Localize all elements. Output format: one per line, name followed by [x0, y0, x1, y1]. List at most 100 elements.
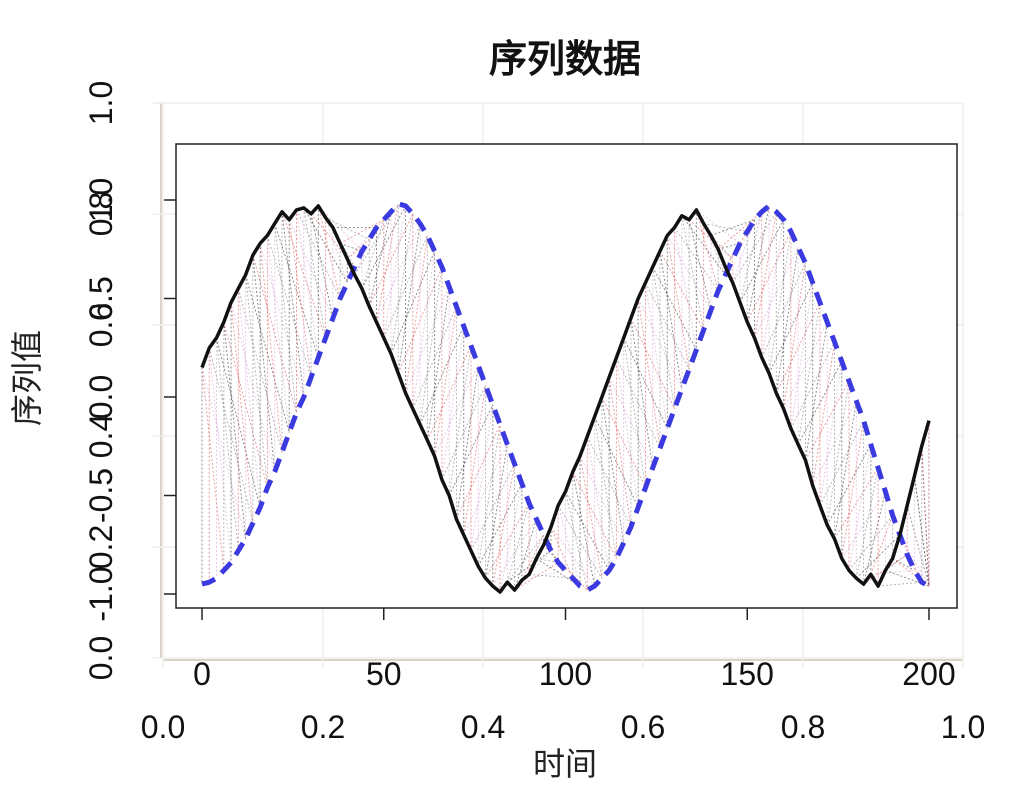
alignment-connector [455, 365, 479, 520]
background-y-tick-label: 0.6 [83, 303, 119, 347]
y-tick-label: 0.5 [83, 276, 119, 320]
x-tick-label: 150 [721, 656, 774, 692]
alignment-connector [921, 446, 930, 587]
alignment-connector [223, 322, 247, 539]
alignment-connector [870, 569, 915, 575]
alignment-connector [739, 211, 763, 303]
alignment-connector [615, 357, 639, 508]
alignment-connector [514, 518, 537, 591]
alignment-connector [848, 444, 872, 571]
alignment-connector [252, 255, 276, 472]
alignment-connector [674, 227, 719, 291]
alignment-connector [812, 341, 835, 486]
alignment-connector [695, 209, 719, 291]
alignment-connector [790, 282, 814, 429]
alignment-connector [783, 262, 806, 409]
alignment-connector [586, 436, 610, 571]
background-y-tick-label: 0.0 [83, 636, 119, 680]
alignment-connector [797, 361, 843, 445]
alignment-connector [623, 337, 646, 488]
alignment-connector [470, 404, 494, 551]
alignment-connector [550, 526, 574, 579]
x-tick-label: 50 [366, 656, 402, 692]
alignment-connector [841, 420, 865, 559]
background-y-tick-label: 0.8 [83, 192, 119, 236]
alignment-connector [514, 562, 559, 591]
alignment-connector [754, 247, 799, 339]
alignment-connector [237, 288, 261, 508]
alignment-connector [579, 456, 603, 579]
alignment-connector [833, 400, 857, 539]
alignment-connector [368, 213, 414, 307]
plot-frame [175, 143, 958, 609]
alignment-connector [572, 471, 596, 587]
alignment-connector [775, 247, 799, 394]
alignment-connector [506, 503, 530, 583]
alignment-connector [325, 217, 370, 240]
alignment-connector [455, 424, 501, 520]
x-tick-label: 100 [539, 656, 592, 692]
alignment-connector [245, 274, 290, 433]
alignment-connector [761, 219, 785, 358]
alignment-connector [659, 250, 705, 331]
alignment-connector [739, 219, 785, 303]
alignment-connector [463, 385, 487, 535]
alignment-connector [630, 317, 676, 410]
alignment-connector [296, 209, 319, 358]
alignment-connector [397, 223, 421, 374]
alignment-connector [768, 282, 814, 374]
alignment-connector [841, 491, 886, 559]
background-y-tick-label: 0.4 [83, 414, 119, 458]
alignment-connector [310, 213, 334, 319]
alignment-connector [688, 219, 712, 311]
alignment-connector [441, 384, 486, 480]
alignment-connector [448, 404, 494, 496]
alignment-connector [303, 207, 327, 338]
alignment-connector [361, 219, 385, 289]
alignment-connector [390, 213, 414, 354]
y-tick-label: -0.5 [83, 468, 119, 523]
alignment-connector [565, 491, 588, 591]
alignment-connector [601, 396, 625, 543]
plot-area [176, 144, 957, 608]
alignment-connector [863, 554, 908, 585]
alignment-connector [499, 483, 523, 593]
alignment-connector [637, 298, 661, 449]
x-tick-label: 200 [902, 656, 955, 692]
alignment-connector [325, 217, 348, 283]
y-tick-label: -1.0 [83, 566, 119, 621]
alignment-connector [485, 444, 508, 579]
alignment-connector [259, 243, 283, 453]
alignment-connector [419, 266, 443, 425]
front-axis: 0 50 100 150 200 -1.0 -0.5 0.0 0.5 1.0 [83, 143, 958, 692]
x-axis-label: 时间 [533, 746, 597, 782]
alignment-connector [288, 219, 312, 378]
alignment-connector [441, 326, 465, 480]
alignment-connector [434, 306, 457, 457]
alignment-connector [368, 211, 392, 307]
alignment-connector [819, 361, 843, 506]
background-x-tick-label: 1.0 [941, 709, 985, 745]
alignment-connector [608, 377, 654, 469]
alignment-connector [761, 262, 806, 358]
alignment-connector [615, 357, 661, 449]
alignment-connector [666, 235, 712, 311]
alignment-connector [855, 467, 879, 579]
alignment-connector [426, 286, 450, 441]
alignment-connector [470, 463, 516, 551]
alignment-connector [405, 235, 428, 394]
y-axis-label: 序列值 [9, 330, 45, 426]
y-tick-label: 1.0 [83, 178, 119, 222]
background-x-tick-label: 0.2 [301, 709, 345, 745]
alignment-connector [732, 219, 755, 283]
alignment-connector [746, 231, 792, 323]
series-line-1 [200, 204, 931, 594]
alignment-connector [878, 581, 922, 587]
alignment-connector [266, 235, 312, 378]
alignment-connector [645, 282, 690, 370]
alignment-connector [426, 345, 472, 441]
alignment-connector [674, 227, 697, 350]
alignment-connector [463, 444, 508, 536]
